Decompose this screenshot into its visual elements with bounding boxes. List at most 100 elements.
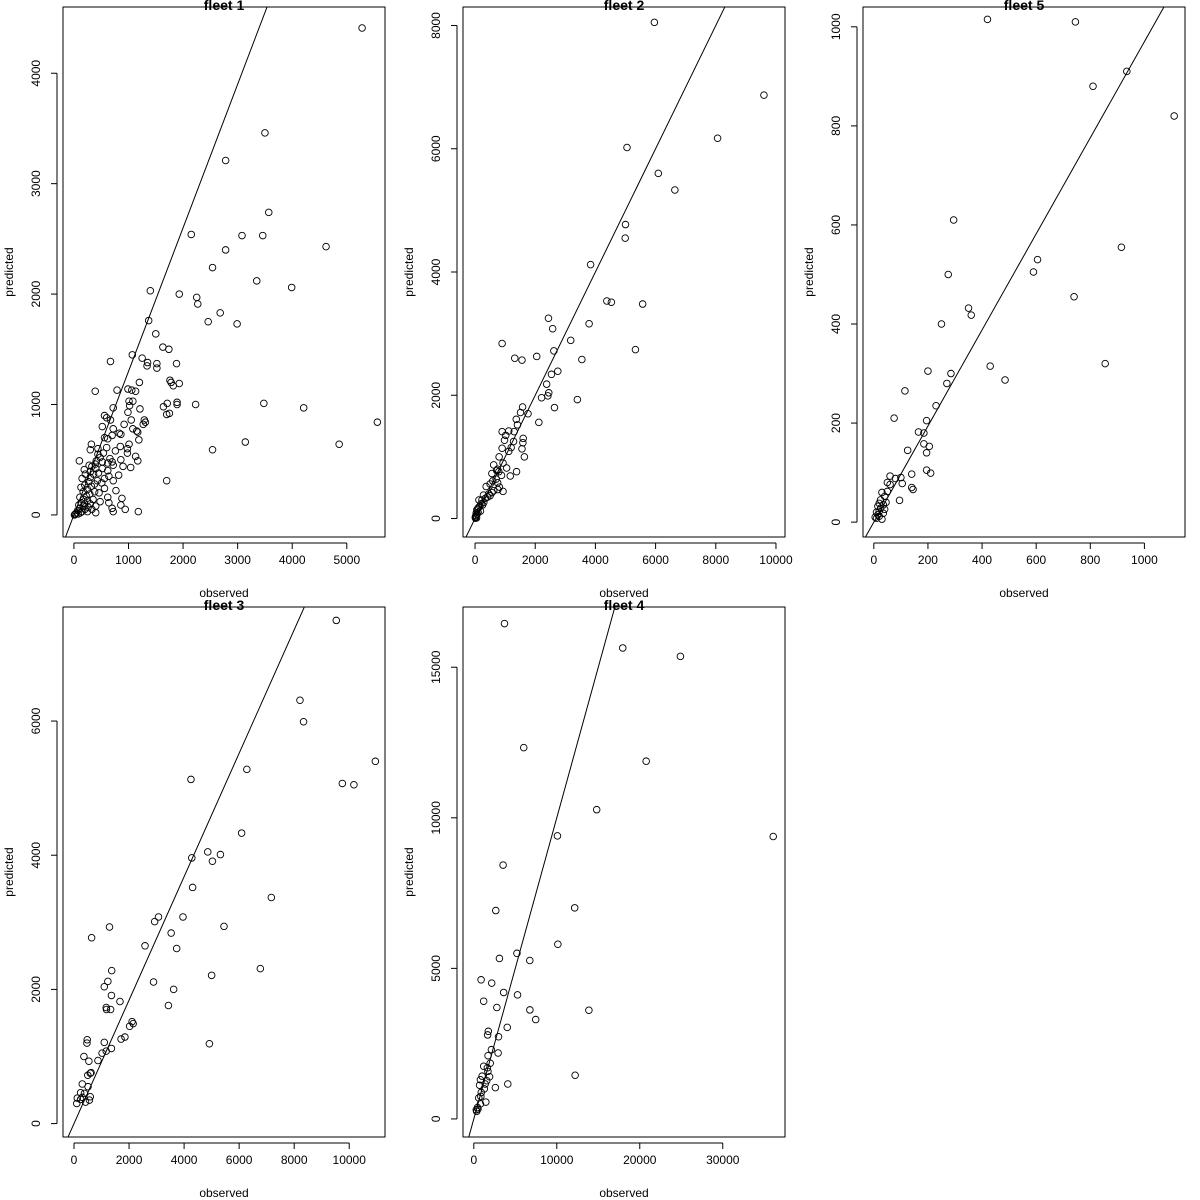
data-point: [172, 944, 181, 953]
y-tick-label: 0: [829, 518, 843, 525]
data-point: [483, 1031, 492, 1039]
y-tick-label: 1000: [829, 13, 843, 40]
data-point: [518, 356, 526, 364]
x-tick-label: 0: [472, 553, 479, 567]
data-point: [947, 369, 955, 378]
y-axis-title: predicted: [2, 847, 16, 896]
data-point: [136, 405, 144, 413]
data-point: [642, 757, 650, 765]
x-tick-label: 30000: [706, 1153, 740, 1167]
data-point: [891, 474, 900, 483]
x-tick-label: 200: [918, 553, 938, 567]
data-point: [769, 832, 777, 841]
data-point: [578, 355, 586, 364]
data-point: [472, 509, 480, 517]
data-point: [106, 357, 115, 366]
data-point: [886, 480, 894, 489]
y-tick-label: 1000: [29, 391, 43, 418]
data-point: [477, 1092, 485, 1101]
data-point: [146, 287, 155, 295]
x-tick-label: 10000: [759, 553, 793, 567]
data-point: [478, 1072, 486, 1080]
data-point: [322, 242, 330, 251]
data-point: [520, 453, 529, 461]
data-point: [119, 462, 127, 471]
data-point: [109, 425, 117, 433]
data-point: [760, 91, 768, 99]
data-point: [482, 1098, 490, 1106]
data-point: [100, 411, 109, 420]
data-point: [153, 359, 161, 368]
data-point: [1170, 112, 1178, 120]
data-point: [524, 409, 532, 418]
data-point: [554, 367, 562, 375]
data-point: [84, 1071, 92, 1080]
data-point: [494, 1032, 503, 1041]
data-point: [903, 446, 912, 455]
data-point: [117, 501, 125, 509]
data-point: [85, 1096, 94, 1104]
data-point: [501, 431, 510, 440]
panel-title: fleet 1: [204, 0, 245, 13]
data-point: [129, 397, 137, 405]
data-point: [169, 985, 178, 994]
data-point: [1001, 376, 1009, 384]
data-point: [483, 1063, 492, 1072]
data-point: [102, 414, 111, 422]
data-point: [125, 397, 133, 405]
data-point: [619, 644, 627, 652]
data-point: [131, 387, 140, 396]
data-point: [267, 893, 276, 902]
data-point: [526, 956, 534, 965]
data-point: [221, 156, 230, 165]
data-point: [167, 929, 175, 937]
data-point: [75, 457, 84, 465]
data-point: [484, 1051, 492, 1060]
data-point: [105, 499, 113, 507]
data-point: [922, 449, 931, 457]
x-tick-label: 10000: [540, 1153, 574, 1167]
data-point: [484, 1027, 493, 1036]
x-tick-label: 0: [71, 1153, 78, 1167]
data-point: [553, 832, 562, 840]
data-point: [115, 429, 123, 437]
data-point: [332, 616, 341, 625]
data-point: [105, 472, 113, 481]
data-point: [121, 505, 129, 514]
data-point: [108, 458, 116, 466]
data-point: [207, 971, 216, 980]
data-point: [120, 420, 128, 429]
data-point: [173, 398, 181, 407]
data-point: [216, 850, 225, 859]
data-point: [585, 320, 593, 328]
data-point: [86, 1069, 94, 1078]
plot-frame: [62, 6, 386, 538]
data-point: [607, 298, 616, 306]
data-point: [188, 883, 197, 892]
x-axis-title: observed: [199, 586, 248, 600]
data-point: [486, 480, 494, 488]
data-point: [73, 1099, 81, 1108]
data-point: [258, 231, 267, 240]
data-point: [107, 966, 116, 975]
data-point: [71, 510, 79, 519]
data-point: [104, 493, 112, 502]
data-point: [481, 494, 490, 502]
data-point: [474, 1105, 482, 1113]
data-point: [511, 354, 519, 363]
data-point: [132, 427, 141, 435]
data-point: [241, 438, 250, 446]
data-point: [296, 696, 304, 705]
data-point: [102, 443, 111, 452]
data-point: [134, 507, 143, 516]
data-point: [506, 472, 514, 480]
data-point: [872, 514, 881, 522]
data-point: [585, 1006, 593, 1014]
data-point: [114, 471, 123, 479]
data-point: [238, 231, 246, 240]
data-point: [75, 501, 83, 509]
x-tick-label: 10000: [333, 1153, 367, 1167]
data-point: [125, 1022, 134, 1031]
data-point: [117, 455, 125, 464]
